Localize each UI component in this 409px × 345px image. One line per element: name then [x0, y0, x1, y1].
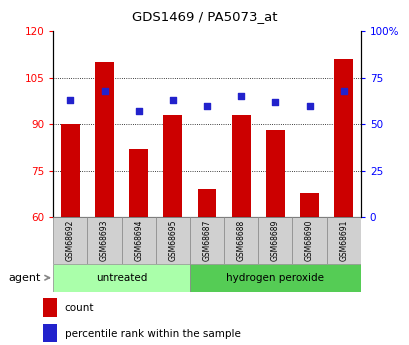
- Text: untreated: untreated: [96, 273, 147, 283]
- Text: hydrogen peroxide: hydrogen peroxide: [226, 273, 324, 283]
- Bar: [43, 324, 57, 342]
- Bar: [258, 217, 292, 264]
- Bar: [265, 130, 284, 217]
- Point: [203, 103, 210, 108]
- Text: GSM68694: GSM68694: [134, 220, 143, 262]
- Text: GSM68691: GSM68691: [338, 220, 347, 261]
- Bar: [189, 217, 224, 264]
- Bar: [121, 217, 155, 264]
- Point: [67, 97, 74, 103]
- Bar: [53, 264, 189, 292]
- Bar: [326, 217, 360, 264]
- Bar: [43, 298, 57, 317]
- Bar: [299, 193, 318, 217]
- Bar: [155, 217, 189, 264]
- Text: GSM68695: GSM68695: [168, 220, 177, 262]
- Bar: [61, 124, 80, 217]
- Point: [135, 108, 142, 114]
- Text: percentile rank within the sample: percentile rank within the sample: [65, 329, 240, 338]
- Point: [339, 88, 346, 93]
- Bar: [197, 189, 216, 217]
- Bar: [333, 59, 352, 217]
- Point: [272, 99, 278, 105]
- Text: GSM68689: GSM68689: [270, 220, 279, 261]
- Point: [306, 103, 312, 108]
- Bar: [53, 217, 87, 264]
- Bar: [129, 149, 148, 217]
- Text: agent: agent: [8, 273, 40, 283]
- Bar: [189, 264, 360, 292]
- Text: GSM68690: GSM68690: [304, 220, 313, 262]
- Bar: [231, 115, 250, 217]
- Text: GSM68693: GSM68693: [100, 220, 109, 262]
- Bar: [292, 217, 326, 264]
- Text: GSM68692: GSM68692: [66, 220, 75, 261]
- Point: [169, 97, 176, 103]
- Bar: [95, 62, 114, 217]
- Text: GSM68687: GSM68687: [202, 220, 211, 261]
- Bar: [87, 217, 121, 264]
- Text: GSM68688: GSM68688: [236, 220, 245, 261]
- Point: [237, 93, 244, 99]
- Bar: [163, 115, 182, 217]
- Text: GDS1469 / PA5073_at: GDS1469 / PA5073_at: [132, 10, 277, 23]
- Bar: [224, 217, 258, 264]
- Text: count: count: [65, 303, 94, 313]
- Point: [101, 88, 108, 93]
